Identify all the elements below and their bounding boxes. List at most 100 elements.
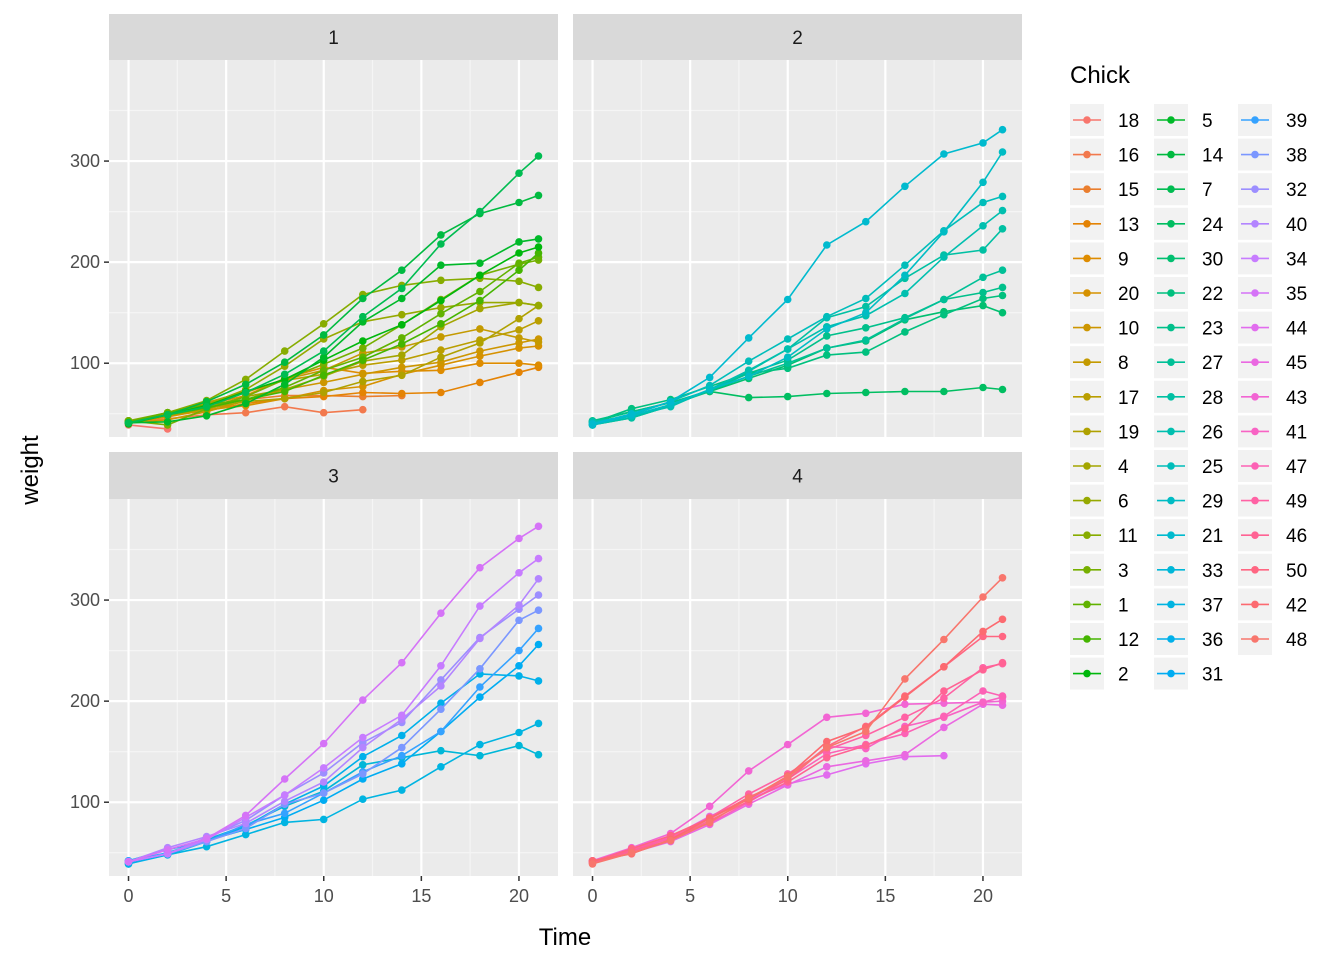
series-line [128,155,540,424]
series-line [592,577,1004,865]
data-point [398,294,406,303]
data-point [998,658,1007,667]
legend-item-1: 1 [1070,588,1129,621]
data-point [744,393,753,402]
data-point [534,191,543,200]
legend-key-point [1167,289,1175,297]
data-point [241,399,250,408]
legend-key-point [1167,393,1175,401]
legend-label: 6 [1118,492,1129,513]
legend-label: 22 [1202,284,1223,305]
data-point [319,764,328,772]
data-point [823,763,831,771]
legend-item-20: 20 [1070,277,1139,309]
data-point [940,253,948,261]
data-point [534,338,543,346]
legend-key-point [1167,358,1175,367]
data-point [901,693,909,701]
data-point [901,314,909,323]
legend-label: 39 [1286,111,1307,132]
data-point [437,240,445,248]
data-point [398,371,406,380]
data-point [534,606,543,614]
series-line [128,424,168,430]
data-point [437,353,445,362]
data-point [515,534,523,543]
data-point [359,344,367,352]
data-point [588,420,597,428]
data-point [901,261,909,270]
legend-key-point [1251,323,1259,332]
legend-item-40: 40 [1238,207,1307,240]
data-point [515,569,523,577]
data-point [998,308,1007,317]
legend-key-point [1167,427,1175,436]
data-point [202,412,211,420]
legend-label: 46 [1286,526,1307,547]
data-point [940,712,948,721]
legend-key-point [1251,220,1259,228]
legend-key-point [1251,254,1259,263]
data-point [437,309,445,318]
data-point [862,741,870,750]
data-point [744,372,753,381]
data-point [437,388,445,397]
data-point [437,699,445,707]
data-point [398,743,406,752]
data-point [783,392,792,401]
data-point [744,334,753,342]
data-point [998,266,1007,275]
data-point [534,235,543,243]
data-point [476,378,484,387]
legend-item-15: 15 [1070,173,1139,206]
data-point [940,751,948,760]
data-point [940,310,948,319]
legend-key-point [1251,116,1259,124]
legend-label: 42 [1286,595,1307,616]
legend-item-28: 28 [1154,380,1223,413]
facet-strip [573,14,1022,60]
facet-strip [109,452,558,499]
data-point [319,371,328,380]
x-tick-label: 10 [314,886,334,906]
data-point [398,658,406,667]
legend-key-point [1251,289,1259,297]
data-point [534,750,543,759]
data-point [437,682,445,690]
legend-label: 50 [1286,561,1307,582]
data-point [515,616,523,625]
data-point [515,601,523,609]
data-point [163,845,172,854]
legend-item-10: 10 [1070,311,1139,344]
panel-background [109,60,558,437]
legend-label: 35 [1286,284,1307,305]
data-point [280,791,289,799]
panel-background [573,499,1022,876]
series-line [128,194,539,424]
data-point [940,694,948,702]
legend-key-point [1167,600,1175,609]
data-point [241,380,250,389]
legend-item-43: 43 [1238,380,1307,413]
legend-key-point [1167,150,1175,159]
legend-label: 9 [1118,249,1129,270]
legend-key-point [1167,566,1175,574]
facet-panel-3: 3 100 200 300 0 5 10 15 20 [70,452,558,906]
data-point [398,284,406,293]
data-point [823,389,831,398]
data-point [515,326,523,334]
legend-item-35: 35 [1238,277,1307,309]
legend-item-18: 18 [1070,104,1139,136]
data-point [534,283,543,292]
data-point [515,359,523,368]
data-point [359,294,367,303]
legend-label: 36 [1202,630,1223,651]
data-point [359,388,367,397]
data-point [862,348,870,356]
data-point [862,388,870,397]
legend-key-point [1167,254,1175,263]
data-point [979,294,987,303]
data-point [940,687,948,695]
series-line [128,525,539,863]
legend-label: 12 [1118,630,1139,651]
